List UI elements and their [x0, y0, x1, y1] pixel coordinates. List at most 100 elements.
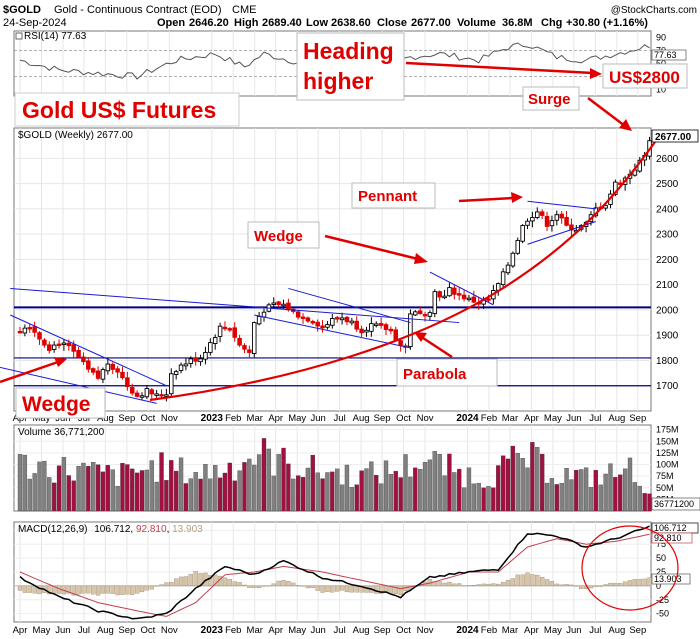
- volume-bar: [476, 483, 481, 512]
- macd-histogram-bar: [359, 585, 364, 593]
- x-tick-label-bottom: May: [288, 625, 306, 636]
- trendlines-layer: [0, 200, 596, 404]
- macd-histogram-bar: [242, 584, 247, 587]
- volume-bar: [418, 469, 423, 512]
- volume-bar: [76, 465, 81, 512]
- volume-bar: [134, 472, 140, 512]
- candle-up: [325, 324, 330, 328]
- wedge-upper-box: [247, 221, 320, 249]
- x-tick-label-middle: Jul: [589, 413, 601, 424]
- volume-bar: [583, 467, 589, 512]
- macd-histogram-bar: [530, 574, 535, 587]
- macd-histogram-bar: [525, 572, 530, 587]
- macd-histogram-bar: [481, 583, 486, 587]
- macd-histogram-bar: [466, 585, 472, 587]
- volume-header-value: 36.8M: [502, 17, 533, 29]
- macd-histogram-bar: [291, 582, 296, 587]
- candle-up: [510, 252, 516, 267]
- chg-label: Chg: [541, 17, 562, 29]
- candle-up: [500, 271, 506, 286]
- surge-arrow: [587, 97, 626, 127]
- candle-up: [256, 316, 262, 325]
- volume-bar: [540, 453, 545, 512]
- macd-histogram-bar: [627, 580, 633, 587]
- volume-bar: [515, 453, 520, 512]
- macd-histogram-bar: [110, 585, 115, 594]
- volume-bar: [364, 468, 369, 512]
- candle-up: [349, 320, 355, 324]
- macd-histogram-bar: [549, 581, 555, 587]
- candle-down: [354, 320, 359, 330]
- macd-histogram-bar: [544, 579, 550, 587]
- macd-histogram-bar: [27, 585, 32, 593]
- macd-histogram-bar: [593, 585, 598, 587]
- volume-bar: [198, 478, 203, 512]
- volume-bar: [86, 466, 91, 512]
- x-tick-label-middle: Jun: [566, 413, 581, 424]
- volume-bar: [159, 452, 164, 512]
- macd-histogram-bar: [618, 583, 623, 587]
- chart-header: $GOLD Gold - Continuous Contract (EOD) C…: [3, 4, 697, 29]
- panel-labels: RSI(14) 77.63 $GOLD (Weekly) 2677.00 Vol…: [15, 31, 203, 535]
- candle-down: [37, 332, 42, 340]
- volume-bar: [359, 470, 364, 512]
- macd-histogram-bar: [588, 585, 594, 589]
- volume-bar: [174, 470, 179, 512]
- candle-down: [71, 344, 76, 352]
- volume-layer: [17, 438, 652, 512]
- candle-down: [334, 317, 340, 320]
- candle-up: [432, 291, 438, 315]
- macd-histogram-bar: [213, 574, 218, 587]
- x-tick-label-bottom: Jun: [55, 625, 70, 636]
- volume-bar: [369, 461, 374, 512]
- macd-histogram-bar: [76, 585, 81, 595]
- signal-value-tag-text: 92.810: [654, 533, 682, 543]
- macd-histogram-bar: [344, 585, 350, 593]
- x-tick-label-bottom: Sep: [118, 625, 135, 636]
- candle-up: [261, 311, 267, 318]
- volume-bar: [422, 461, 428, 512]
- candle-up: [525, 220, 530, 226]
- candle-down: [300, 316, 306, 319]
- volume-bar: [339, 484, 345, 512]
- macd-histogram-bar: [520, 574, 525, 587]
- volume-bar: [242, 462, 247, 512]
- macd-histogram-bar: [105, 585, 110, 594]
- volume-bar: [37, 461, 42, 512]
- volume-bar: [447, 453, 452, 512]
- x-tick-label-bottom: 2023: [201, 625, 224, 636]
- candle-down: [115, 368, 120, 373]
- high-value: 2689.40: [262, 17, 302, 29]
- price-tick-label: 1900: [656, 331, 679, 342]
- macd-tick-label: -50: [656, 609, 669, 619]
- macd-label-hist: 13.903: [172, 524, 203, 535]
- volume-bar: [95, 464, 101, 512]
- macd-highlight-circle: [581, 525, 679, 611]
- candle-up: [408, 313, 413, 348]
- volume-bar: [300, 477, 306, 512]
- candle-down: [110, 363, 115, 370]
- macd-histogram-bar: [393, 585, 398, 594]
- macd-histogram-bar: [208, 575, 213, 587]
- volume-bar: [27, 478, 32, 512]
- volume-bar: [110, 469, 115, 512]
- price-tick-label: 2100: [656, 280, 679, 291]
- volume-bar: [383, 460, 389, 512]
- macd-histogram-bar: [613, 582, 618, 587]
- volume-bar: [520, 458, 525, 512]
- macd-histogram-bar: [115, 585, 120, 596]
- price-tick-label: 2500: [656, 179, 679, 190]
- macd-histogram-bar: [144, 585, 150, 591]
- candle-up: [169, 373, 174, 395]
- macd-histogram-bar: [174, 578, 179, 587]
- candle-up: [203, 351, 208, 360]
- candle-down: [95, 370, 101, 379]
- rsi-value-tag-text: 77.63: [654, 50, 677, 60]
- volume-bar: [452, 472, 457, 512]
- candle-down: [159, 394, 164, 397]
- price-panel-label: $GOLD (Weekly) 2677.00: [18, 130, 133, 141]
- volume-bar: [530, 442, 535, 512]
- rsi-tick-label: 10: [656, 85, 666, 95]
- x-tick-label-bottom: Nov: [417, 625, 434, 636]
- candle-down: [471, 296, 477, 303]
